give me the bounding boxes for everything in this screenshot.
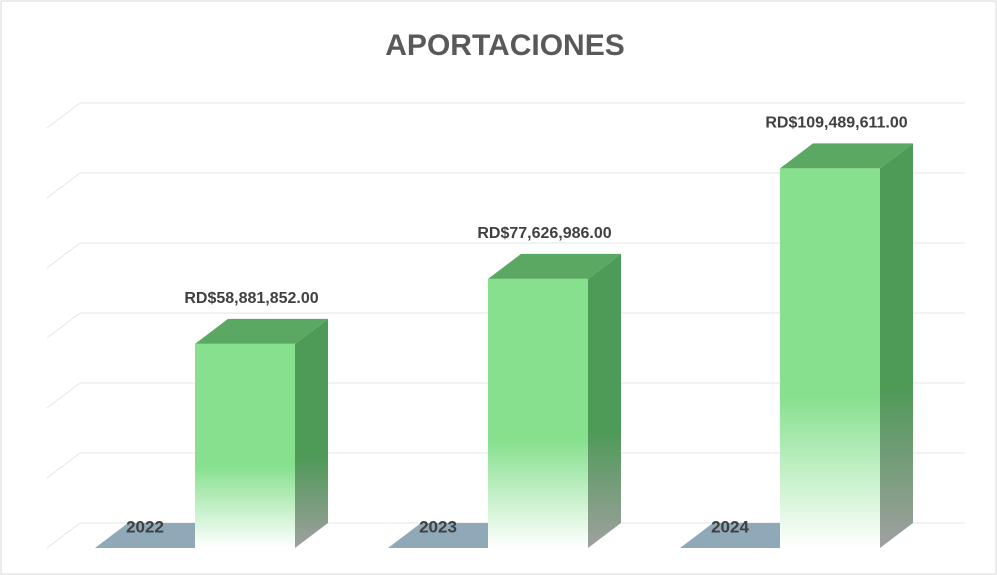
bar-side: [880, 143, 913, 548]
bar-floor: [680, 523, 813, 548]
x-tick-label: 2023: [419, 517, 457, 536]
bar: [488, 278, 588, 548]
bar-top: [195, 318, 328, 344]
bar-side: [588, 253, 621, 548]
data-label: RD$77,626,986.00: [477, 225, 611, 242]
x-tick-label: 2022: [126, 517, 164, 536]
bar: [195, 343, 295, 548]
data-label: RD$58,881,852.00: [184, 290, 318, 307]
bar: [780, 168, 880, 548]
x-tick-label: 2024: [711, 517, 749, 536]
bar-top: [488, 253, 621, 279]
bar-top: [780, 143, 913, 169]
bar-floor: [388, 523, 521, 548]
data-label: RD$109,489,611.00: [765, 115, 907, 132]
chart-title: APORTACIONES: [385, 29, 624, 62]
bar-floor: [95, 523, 228, 548]
bar-side: [295, 318, 328, 548]
